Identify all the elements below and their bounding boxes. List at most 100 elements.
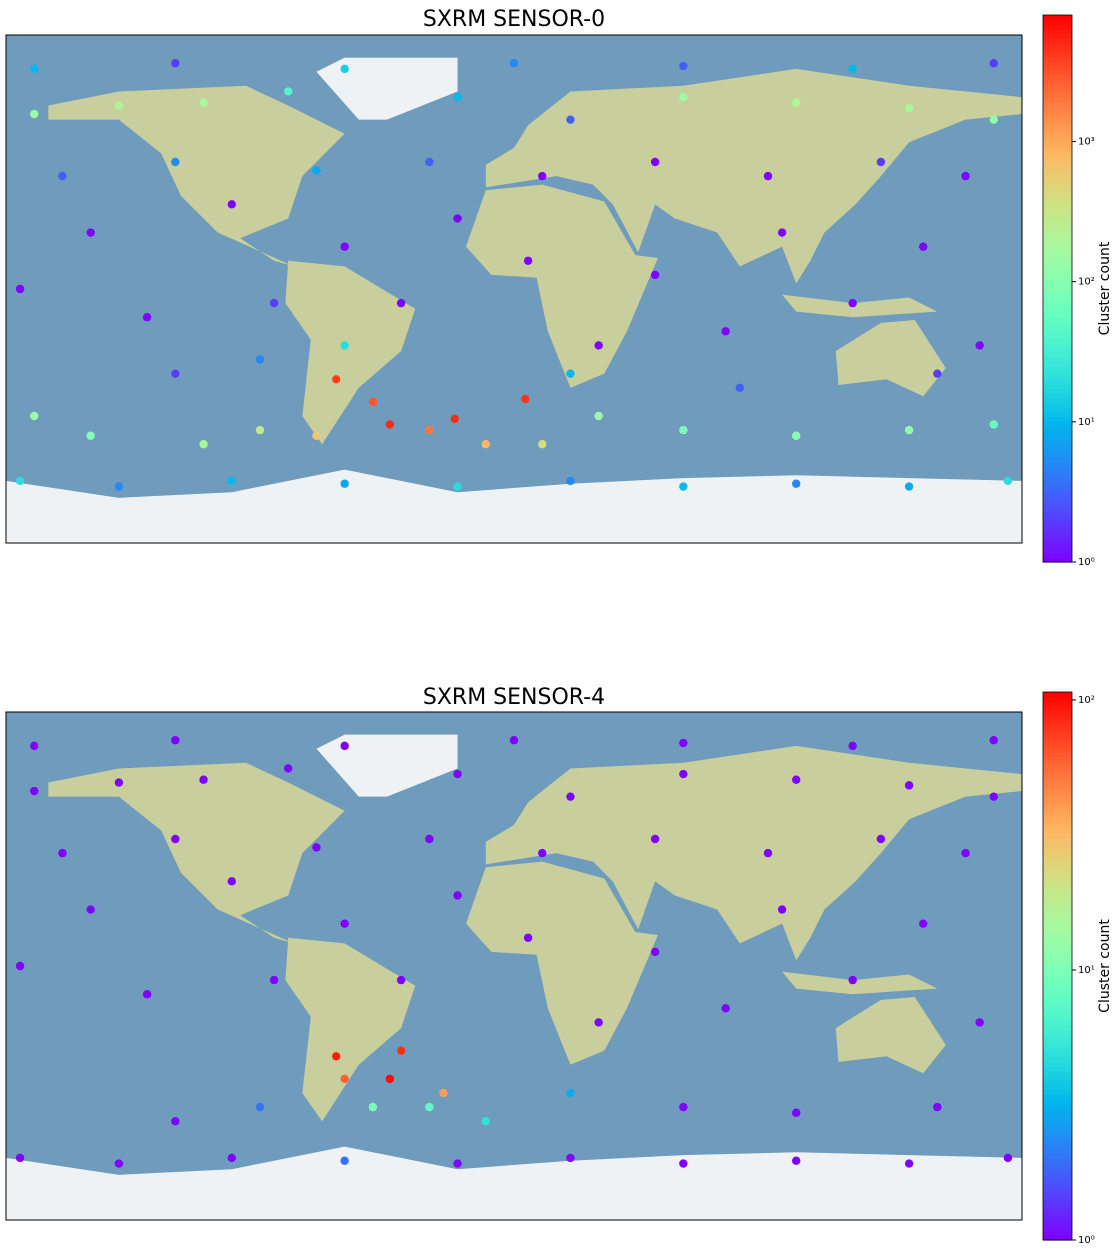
- data-point: [524, 934, 532, 942]
- colorbar-segment: [1043, 15, 1072, 20]
- colorbar-segment: [1043, 724, 1072, 729]
- data-point: [905, 104, 913, 112]
- data-point: [721, 327, 729, 335]
- colorbar-segment: [1043, 384, 1072, 389]
- data-point: [171, 1117, 179, 1125]
- colorbar-segment: [1043, 357, 1072, 362]
- colorbar-segment: [1043, 1140, 1072, 1145]
- colorbar-segment: [1043, 293, 1072, 298]
- colorbar-segment: [1043, 298, 1072, 303]
- data-point: [679, 1159, 687, 1167]
- data-point: [961, 849, 969, 857]
- data-point: [961, 172, 969, 180]
- data-point: [30, 110, 38, 118]
- colorbar-segment: [1043, 1181, 1072, 1186]
- data-point: [975, 341, 983, 349]
- data-point: [369, 1103, 377, 1111]
- colorbar-segment: [1043, 229, 1072, 234]
- data-point: [792, 1157, 800, 1165]
- data-point: [566, 477, 574, 485]
- data-point: [792, 1109, 800, 1117]
- data-point: [171, 835, 179, 843]
- data-point: [453, 482, 461, 490]
- data-point: [228, 1154, 236, 1162]
- data-point: [679, 62, 687, 70]
- data-point: [778, 228, 786, 236]
- colorbar-segment: [1043, 902, 1072, 907]
- colorbar-segment: [1043, 289, 1072, 294]
- colorbar-segment: [1043, 225, 1072, 230]
- data-point: [16, 1154, 24, 1162]
- colorbar-segment: [1043, 838, 1072, 843]
- colorbar-segment: [1043, 257, 1072, 262]
- colorbar-segment: [1043, 184, 1072, 189]
- data-point: [721, 1004, 729, 1012]
- data-point: [199, 99, 207, 107]
- data-point: [990, 420, 998, 428]
- colorbar: [1043, 692, 1072, 1241]
- data-point: [877, 835, 885, 843]
- data-point: [1004, 1154, 1012, 1162]
- colorbar-segment: [1043, 1076, 1072, 1081]
- colorbar-segment: [1043, 948, 1072, 953]
- colorbar-segment: [1043, 961, 1072, 966]
- data-point: [990, 736, 998, 744]
- data-point: [905, 482, 913, 490]
- colorbar-segment: [1043, 247, 1072, 252]
- data-point: [340, 65, 348, 73]
- data-point: [115, 482, 123, 490]
- colorbar-segment: [1043, 412, 1072, 417]
- colorbar-segment: [1043, 939, 1072, 944]
- colorbar-segment: [1043, 1112, 1072, 1117]
- colorbar-segment: [1043, 1149, 1072, 1154]
- colorbar-segment: [1043, 1030, 1072, 1035]
- colorbar-segment: [1043, 811, 1072, 816]
- colorbar-segment: [1043, 779, 1072, 784]
- data-point: [58, 849, 66, 857]
- colorbar-segment: [1043, 61, 1072, 66]
- colorbar-segment: [1043, 234, 1072, 239]
- data-point: [594, 341, 602, 349]
- colorbar-segment: [1043, 548, 1072, 553]
- colorbar-segment: [1043, 1057, 1072, 1062]
- colorbar-segment: [1043, 193, 1072, 198]
- colorbar-segment: [1043, 1162, 1072, 1167]
- data-point: [521, 395, 529, 403]
- data-point: [651, 158, 659, 166]
- data-point: [975, 1018, 983, 1026]
- data-point: [679, 770, 687, 778]
- colorbar-segment: [1043, 792, 1072, 797]
- data-point: [143, 313, 151, 321]
- data-point: [451, 415, 459, 423]
- data-point: [30, 787, 38, 795]
- colorbar-segment: [1043, 507, 1072, 512]
- colorbar-segment: [1043, 188, 1072, 193]
- colorbar-segment: [1043, 852, 1072, 857]
- colorbar-segment: [1043, 856, 1072, 861]
- data-point: [143, 990, 151, 998]
- colorbar-segment: [1043, 553, 1072, 558]
- colorbar-segment: [1043, 1172, 1072, 1177]
- data-point: [453, 214, 461, 222]
- colorbar-segment: [1043, 1176, 1072, 1181]
- colorbar-segment: [1043, 966, 1072, 971]
- colorbar-segment: [1043, 1080, 1072, 1085]
- colorbar-segment: [1043, 284, 1072, 289]
- data-point: [425, 835, 433, 843]
- data-point: [1004, 477, 1012, 485]
- data-point: [256, 426, 264, 434]
- data-point: [848, 742, 856, 750]
- data-point: [679, 482, 687, 490]
- colorbar-segment: [1043, 416, 1072, 421]
- colorbar-tick-label: 10²: [1078, 695, 1095, 706]
- colorbar-tick-label: 10²: [1078, 277, 1095, 288]
- colorbar-segment: [1043, 1194, 1072, 1199]
- colorbar-segment: [1043, 134, 1072, 139]
- colorbar-segment: [1043, 466, 1072, 471]
- colorbar-segment: [1043, 898, 1072, 903]
- colorbar-segment: [1043, 774, 1072, 779]
- colorbar-segment: [1043, 765, 1072, 770]
- data-point: [453, 891, 461, 899]
- colorbar-segment: [1043, 738, 1072, 743]
- colorbar-segment: [1043, 74, 1072, 79]
